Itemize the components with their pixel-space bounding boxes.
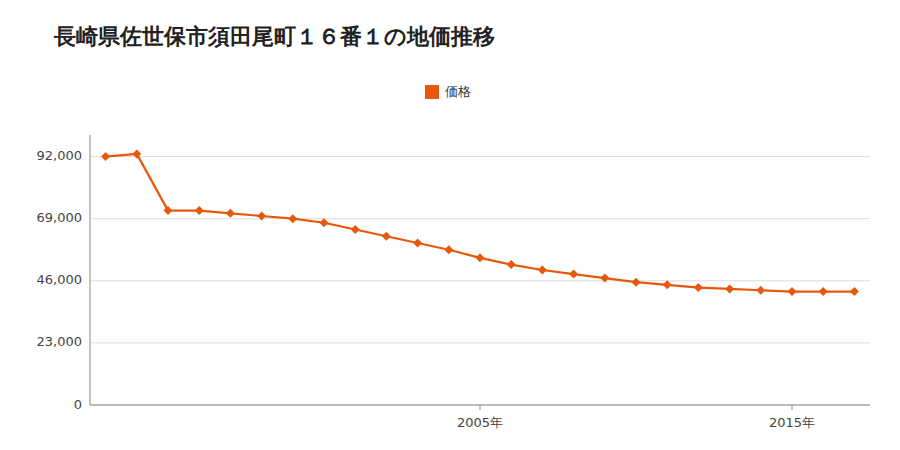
x-tick	[480, 405, 481, 410]
y-tick-label: 23,000	[37, 334, 83, 349]
y-tick-label: 46,000	[37, 272, 83, 287]
marker	[413, 239, 422, 248]
legend-label: 価格	[445, 84, 471, 99]
title: 長崎県佐世保市須田尾町１６番１の地価推移	[53, 24, 495, 49]
x-tick-label: 2015年	[769, 415, 815, 430]
marker	[694, 283, 703, 292]
marker	[101, 152, 110, 161]
grid-line	[90, 342, 870, 343]
marker	[632, 278, 641, 287]
y-tick-label: 0	[74, 397, 82, 412]
y-axis: 0 23,000 46,000 69,000 92,000	[37, 135, 871, 412]
marker	[444, 245, 453, 254]
marker	[132, 149, 141, 158]
legend-swatch	[425, 85, 439, 99]
grid-line	[90, 280, 870, 281]
grid-line	[90, 218, 870, 219]
marker	[226, 209, 235, 218]
marker	[569, 270, 578, 279]
marker	[819, 287, 828, 296]
marker	[850, 287, 859, 296]
marker	[756, 286, 765, 295]
y-axis-line	[90, 135, 91, 405]
marker	[288, 214, 297, 223]
grid-line	[90, 156, 870, 157]
x-tick-label: 2005年	[457, 415, 503, 430]
x-axis: 2005年 2015年	[90, 405, 870, 430]
legend: 価格	[425, 84, 471, 100]
marker	[663, 280, 672, 289]
y-tick-label: 92,000	[37, 148, 83, 163]
marker	[351, 225, 360, 234]
marker	[164, 206, 173, 215]
marker	[257, 212, 266, 221]
marker	[382, 232, 391, 241]
marker	[725, 284, 734, 293]
plot-area	[101, 149, 859, 296]
x-tick	[792, 405, 793, 410]
grid-line	[90, 405, 870, 406]
x-axis-line	[90, 405, 870, 406]
marker	[788, 287, 797, 296]
chart: 長崎県佐世保市須田尾町１６番１の地価推移 0 23,000 46,000 69,000 9…	[0, 0, 900, 450]
y-tick-label: 69,000	[37, 210, 83, 225]
marker	[476, 253, 485, 262]
marker	[195, 206, 204, 215]
line	[106, 154, 855, 292]
marker	[600, 274, 609, 283]
marker	[538, 266, 547, 275]
marker	[507, 260, 516, 269]
marker	[320, 218, 329, 227]
